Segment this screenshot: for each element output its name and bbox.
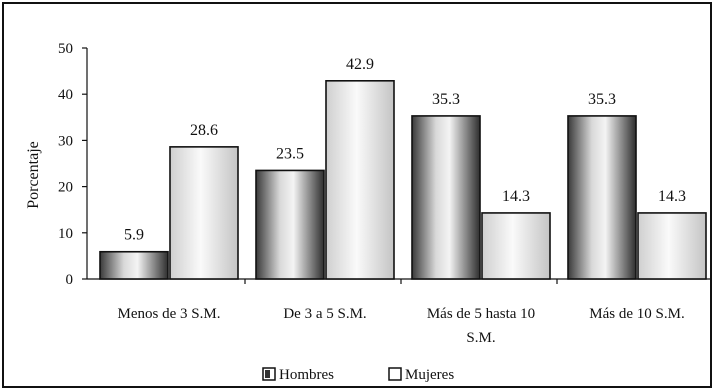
bar-hombres [411, 115, 481, 280]
bar-mujeres [169, 146, 239, 280]
bar-hombres [567, 115, 637, 280]
data-label: 14.3 [658, 188, 686, 205]
data-label: 5.9 [124, 227, 144, 244]
y-tick-label: 0 [66, 272, 74, 288]
x-axis-categories: Menos de 3 S.M. De 3 a 5 S.M. Más de 5 has… [118, 279, 685, 346]
legend: Hombres Mujeres [262, 367, 454, 383]
category-label: Más de 5 hasta 10 [427, 306, 535, 322]
bar-hombres [99, 250, 169, 280]
data-label: 35.3 [588, 91, 616, 108]
y-tick-label: 10 [58, 226, 73, 242]
data-label: 42.9 [346, 56, 374, 73]
category-label: Menos de 3 S.M. [118, 306, 221, 322]
category-label: De 3 a 5 S.M. [283, 306, 366, 322]
bar-mujeres [325, 80, 395, 280]
y-tick-label: 50 [58, 41, 73, 57]
y-tick-label: 40 [58, 87, 73, 103]
data-label: 35.3 [432, 91, 460, 108]
legend-label-hombres: Hombres [279, 367, 334, 383]
bar-mujeres [481, 212, 551, 280]
category-label: S.M. [466, 330, 495, 346]
bar-hombres [255, 169, 325, 280]
y-tick-label: 20 [58, 180, 73, 196]
y-tick-label: 30 [58, 133, 73, 149]
legend-swatch-shade [265, 370, 270, 378]
legend-label-mujeres: Mujeres [405, 367, 454, 383]
data-label: 14.3 [502, 188, 530, 205]
legend-swatch-mujeres [388, 367, 402, 381]
bars: 5.9 28.6 23.5 42.9 35.3 14.3 35.3 14.3 [99, 56, 707, 280]
y-axis-label: Porcentaje [25, 141, 42, 209]
bar-mujeres [637, 212, 707, 280]
data-label: 23.5 [276, 145, 304, 162]
category-label: Más de 10 S.M. [589, 306, 684, 322]
data-label: 28.6 [190, 122, 218, 139]
